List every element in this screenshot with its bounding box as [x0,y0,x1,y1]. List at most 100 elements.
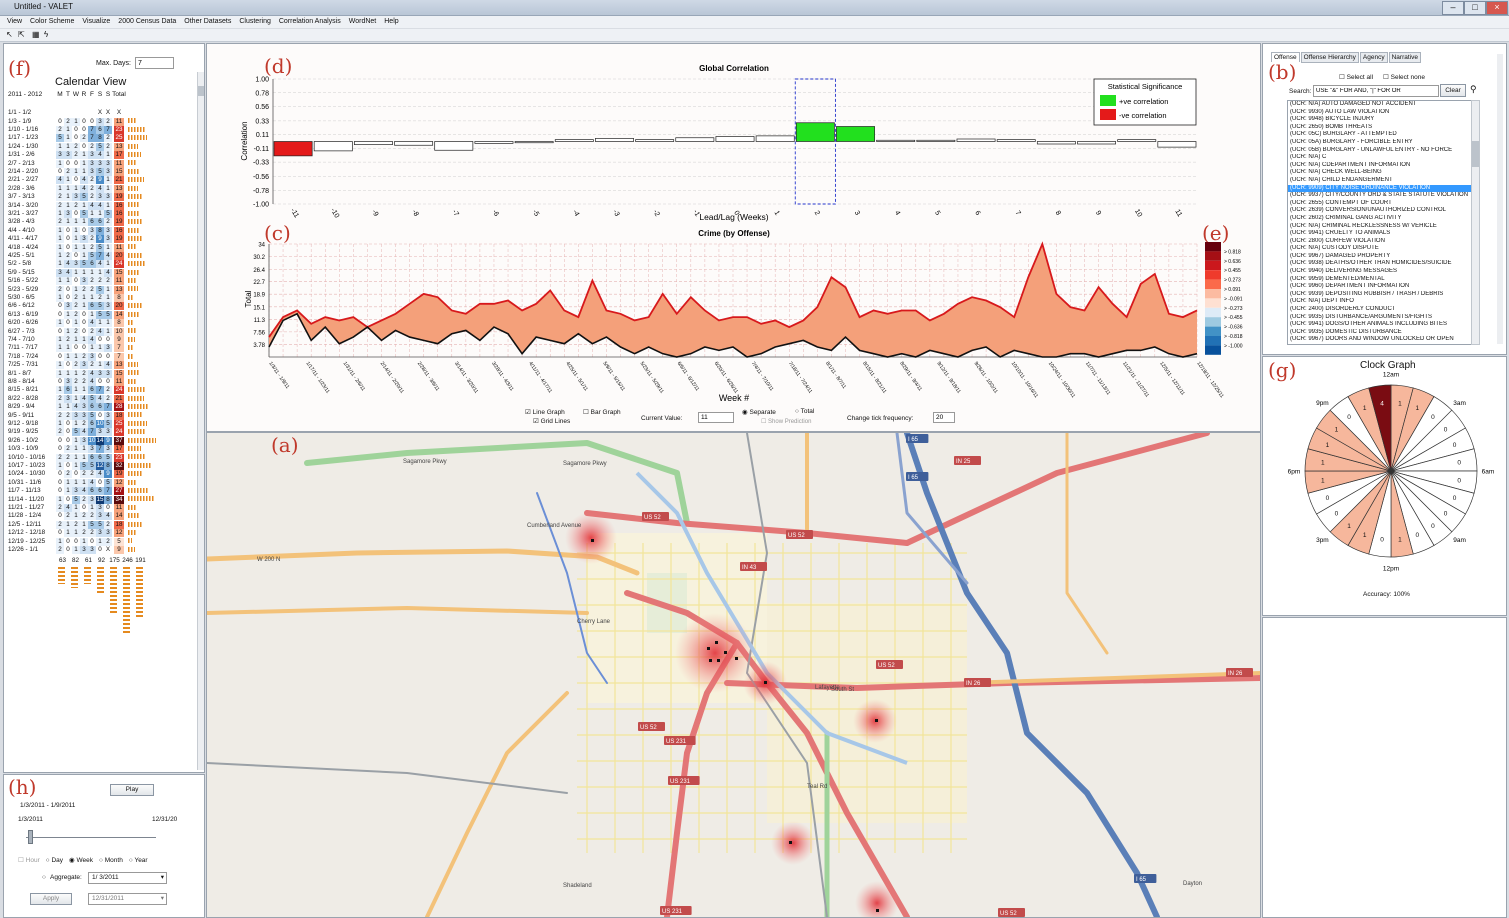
crime-hotspot[interactable] [771,821,815,865]
calendar-day-cell[interactable]: 1 [72,226,80,235]
calendar-day-cell[interactable]: 0 [66,319,70,327]
calendar-day-cell[interactable]: 0 [98,352,102,360]
calendar-day-cell[interactable]: 1 [80,252,88,260]
county-road[interactable] [207,548,640,576]
calendar-day-cell[interactable]: 0 [66,235,70,243]
calendar-day-cell[interactable]: 0 [82,226,86,234]
calendar-day-cell[interactable]: 6 [88,487,96,496]
calendar-day-cell[interactable]: 1 [96,537,104,546]
calendar-day-cell[interactable]: 3 [104,344,112,353]
calendar-day-cell[interactable]: 1 [64,184,72,193]
calendar-day-cell[interactable]: 0 [82,504,86,511]
max-days-input[interactable] [135,57,174,69]
calendar-day-cell[interactable]: 3 [80,546,88,554]
calendar-day-cell[interactable]: 3 [64,378,72,386]
calendar-day-cell[interactable]: 1 [80,159,88,168]
offense-list-item[interactable]: (UCR: 9939) DEPOSITING RUBBISH / TRASH /… [1290,290,1444,297]
calendar-day-cell[interactable]: 0 [74,252,78,259]
calendar-day-cell[interactable]: 0 [74,470,78,478]
calendar-day-cell[interactable]: 2 [88,193,96,202]
calendar-day-cell[interactable]: 3 [96,117,104,126]
calendar-day-cell[interactable]: 0 [98,478,102,486]
calendar-day-cell[interactable]: 5 [56,134,64,143]
calendar-day-cell[interactable]: 2 [88,512,96,521]
calendar-day-cell[interactable]: 0 [58,302,62,310]
correlation-bar[interactable] [1036,141,1076,145]
calendar-day-cell[interactable]: 1 [72,453,80,462]
calendar-day-cell[interactable]: 7 [88,428,96,437]
calendar-day-cell[interactable]: 1 [72,420,80,428]
calendar-day-cell[interactable]: 3 [104,159,112,168]
calendar-day-cell[interactable]: 6 [96,126,104,134]
calendar-day-cell[interactable]: 4 [72,403,80,412]
minimize-button[interactable]: – [1442,1,1464,15]
calendar-day-cell[interactable]: 0 [74,210,78,217]
offense-list-item[interactable]: (UCR: N/A) CHILD ENDANGERMENT [1290,176,1393,183]
calendar-day-cell[interactable]: 5 [88,394,96,403]
calendar-day-cell[interactable]: 1 [80,478,88,487]
calendar-day-cell[interactable]: 1 [72,243,80,252]
calendar-day-cell[interactable]: 1 [72,268,80,277]
calendar-day-cell[interactable]: 2 [88,277,96,286]
calendar-day-cell[interactable]: 1 [56,495,64,504]
crime-incident-marker[interactable] [707,647,710,650]
calendar-day-cell[interactable]: 0 [74,176,78,184]
calendar-day-cell[interactable]: 2 [80,512,88,521]
calendar-day-cell[interactable]: 4 [80,487,88,496]
close-button[interactable]: × [1486,1,1508,15]
offense-list-item[interactable]: (UCR: 9909) CITY NOISE ORDINANCE VIOLATI… [1288,184,1472,193]
calendar-row[interactable]: 8/29 - 9/4 1 1 4 3 6 6 7 28 [8,403,149,412]
correlation-bar[interactable] [635,139,675,142]
calendar-day-cell[interactable]: 2 [88,176,96,185]
correlation-bar[interactable] [554,139,594,142]
calendar-day-cell[interactable]: 1 [64,277,72,286]
calendar-day-cell[interactable]: 4 [96,327,104,336]
calendar-day-cell[interactable]: 3 [80,436,88,445]
calendar-day-cell[interactable]: 1 [104,151,112,160]
calendar-day-cell[interactable]: 12 [96,462,104,470]
pointer-tool-icon[interactable]: ↖ [6,30,13,39]
calendar-day-cell[interactable]: 1 [104,243,112,252]
calendar-day-cell[interactable]: 4 [64,268,72,277]
calendar-day-cell[interactable]: 1 [56,235,64,244]
calendar-day-cell[interactable]: 5 [80,193,88,202]
calendar-day-cell[interactable]: 1 [88,210,96,218]
calendar-day-cell[interactable]: 3 [96,504,104,512]
calendar-row[interactable]: 11/14 - 11/20 1 0 5 2 3 15 8 34 [8,495,154,504]
calendar-day-cell[interactable]: 0 [66,495,70,503]
calendar-day-cell[interactable]: 1 [96,319,104,328]
calendar-day-cell[interactable]: 8 [104,495,112,504]
calendar-day-cell[interactable]: 5 [104,210,112,218]
calendar-day-cell[interactable]: 5 [96,285,104,294]
calendar-day-cell[interactable]: 2 [56,126,64,134]
calendar-day-cell[interactable]: 3 [88,151,96,160]
calendar-day-cell[interactable]: 0 [58,445,62,453]
calendar-day-cell[interactable]: 1 [64,201,72,210]
menu-item[interactable]: WordNet [348,18,377,25]
calendar-day-cell[interactable]: 0 [74,126,78,133]
calendar-day-cell[interactable]: 1 [88,504,96,512]
calendar-day-cell[interactable]: 3 [64,210,72,218]
calendar-day-cell[interactable]: 2 [72,378,80,386]
offense-tab[interactable]: Offense [1271,52,1300,62]
calendar-day-cell[interactable]: 0 [58,487,62,495]
calendar-day-cell[interactable]: 6 [88,302,96,311]
crime-incident-marker[interactable] [591,539,594,542]
calendar-day-cell[interactable]: 2 [88,142,96,151]
offense-list-item[interactable]: (UCR: 9940) DELIVERING MESSAGES [1290,268,1398,275]
calendar-day-cell[interactable]: 1 [56,226,64,235]
calendar-day-cell[interactable]: 2 [96,277,104,286]
crime-incident-marker[interactable] [789,841,792,844]
offense-list-item[interactable]: (UCR: 9930) AUTO LAW VIOLATION [1290,108,1390,115]
calendar-day-cell[interactable]: 7 [96,445,104,454]
calendar-day-cell[interactable]: 1 [88,310,96,319]
calendar-row[interactable]: 2/21 - 2/27 4 1 0 4 2 9 1 21 [8,176,144,185]
correlation-bar[interactable] [1117,139,1157,142]
calendar-day-cell[interactable]: 5 [96,310,104,319]
calendar-day-cell[interactable]: 1 [72,336,80,344]
calendar-day-cell[interactable]: 1 [96,361,104,370]
select-all-checkbox[interactable]: ☐ Select all [1339,74,1374,81]
calendar-day-cell[interactable]: 0 [58,327,62,335]
calendar-day-cell[interactable]: 0 [82,310,86,318]
offense-list-item[interactable]: (UCR: 9967) DAMAGED PROPERTY [1290,252,1391,259]
